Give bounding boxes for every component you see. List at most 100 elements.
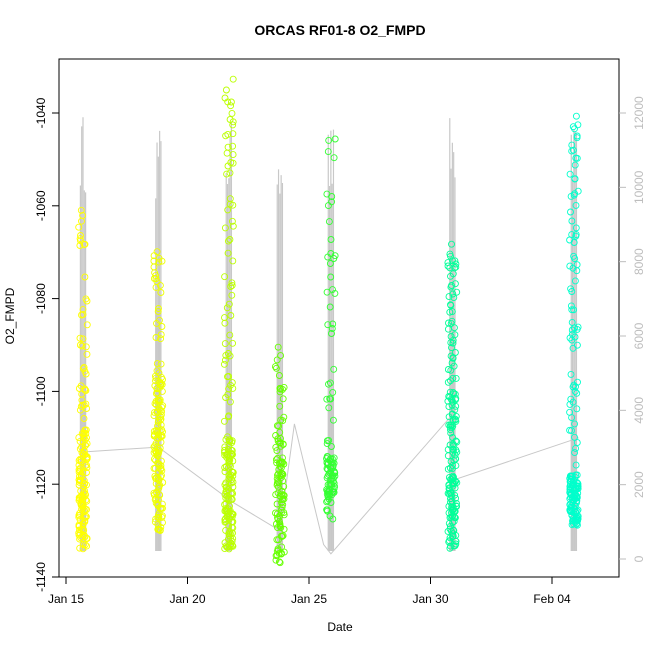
data-point: [75, 434, 83, 442]
data-point: [328, 465, 336, 473]
data-point: [229, 121, 237, 129]
data-point: [274, 343, 282, 351]
data-point: [221, 501, 229, 508]
data-point: [221, 481, 229, 489]
data-point: [571, 387, 579, 395]
data-point: [324, 321, 332, 329]
data-point: [226, 398, 234, 406]
data-point: [224, 249, 232, 257]
data-point: [566, 484, 574, 492]
data-point: [222, 86, 230, 94]
data-point: [571, 277, 579, 285]
data-point: [571, 449, 579, 457]
data-point: [327, 273, 335, 281]
data-point: [276, 559, 284, 567]
y-tick-label: -1040: [34, 97, 48, 128]
data-point: [323, 458, 331, 466]
data-point: [228, 217, 236, 225]
data-point: [571, 324, 578, 332]
data-point: [324, 148, 332, 156]
data-point: [80, 415, 88, 422]
data-point: [573, 482, 581, 490]
data-point: [81, 273, 89, 281]
data-point: [447, 301, 455, 309]
data-point: [155, 513, 163, 521]
data-point: [568, 288, 576, 295]
data-point: [228, 524, 236, 531]
data-point: [566, 334, 574, 342]
data-point: [567, 370, 575, 378]
data-point: [229, 339, 237, 347]
data-point: [450, 446, 458, 454]
data-point: [76, 242, 84, 249]
data-point: [279, 385, 287, 393]
data-point: [446, 522, 454, 530]
data-point: [275, 549, 283, 557]
y2-tick-label: 0: [632, 555, 646, 562]
data-point: [444, 259, 452, 267]
data-point: [225, 300, 233, 308]
data-point: [224, 162, 232, 170]
data-point: [156, 527, 164, 535]
data-point: [155, 305, 162, 312]
data-point: [157, 360, 165, 368]
data-point: [78, 430, 86, 438]
data-point: [448, 282, 455, 289]
data-point: [156, 316, 163, 324]
data-point: [568, 326, 576, 334]
data-point: [451, 406, 459, 414]
data-point: [328, 325, 336, 332]
data-point: [223, 170, 231, 178]
data-point: [79, 335, 87, 343]
data-point: [573, 497, 581, 505]
data-point: [152, 377, 159, 385]
data-point: [158, 426, 166, 434]
y2-tick-label: 4000: [632, 397, 646, 424]
data-point: [569, 264, 577, 272]
data-point: [329, 286, 336, 294]
data-point: [275, 372, 283, 379]
data-point: [80, 477, 88, 485]
data-point: [327, 236, 335, 243]
data-point: [569, 477, 577, 485]
data-point: [156, 491, 163, 499]
data-point: [331, 289, 339, 297]
data-point: [221, 340, 229, 348]
data-point: [280, 383, 288, 391]
data-point: [80, 434, 88, 442]
data-point: [324, 253, 332, 261]
data-point: [275, 558, 283, 566]
data-point: [571, 125, 578, 133]
data-point: [79, 305, 87, 313]
data-point: [331, 252, 339, 260]
data-point: [566, 400, 574, 408]
data-point: [447, 319, 455, 327]
data-point: [79, 365, 87, 373]
data-point: [273, 536, 281, 544]
data-point: [572, 461, 580, 469]
data-point: [446, 308, 454, 316]
y-tick-label: -1060: [34, 190, 48, 221]
data-point: [222, 463, 230, 470]
data-point: [223, 492, 231, 500]
data-point: [157, 289, 165, 296]
data-point: [326, 395, 334, 403]
data-point: [150, 427, 158, 435]
axes: -1140 -1120 -1100 -1080 -1060 -1040 0 2000 4000 6…: [34, 96, 646, 606]
data-point: [450, 517, 458, 525]
data-point: [78, 396, 86, 404]
data-point: [223, 149, 231, 157]
data-point: [329, 388, 337, 396]
data-point: [277, 352, 285, 360]
data-point: [448, 240, 455, 248]
data-point: [151, 372, 159, 380]
data-point: [155, 496, 162, 504]
data-point: [444, 465, 452, 473]
data-point: [75, 494, 83, 502]
data-point: [326, 303, 334, 311]
data-point: [152, 334, 160, 341]
data-point: [156, 416, 164, 424]
data-point: [80, 364, 88, 371]
data-point: [330, 154, 338, 162]
